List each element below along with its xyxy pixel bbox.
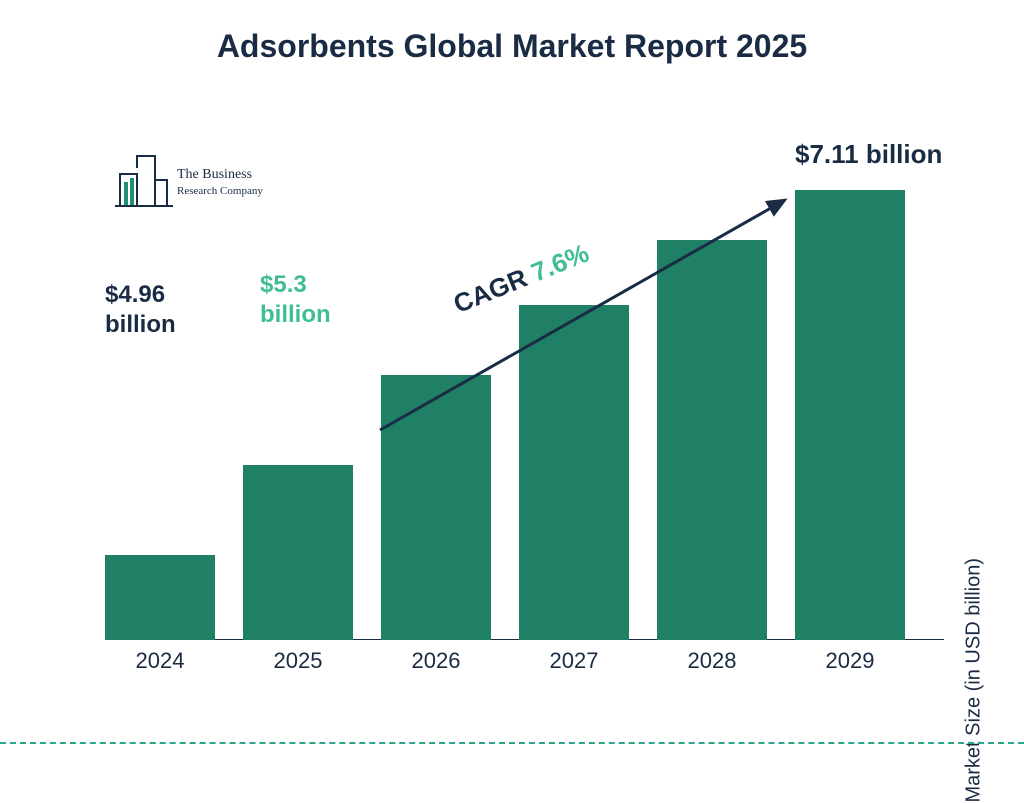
value-label-2029: $7.11 billion [795,138,942,171]
bar-2027 [519,305,629,640]
bar-2024 [105,555,215,640]
bar-2028 [657,240,767,640]
bar-2029 [795,190,905,640]
value-label-2025: $5.3 billion [260,270,331,330]
xlabel-2027: 2027 [519,648,629,674]
xlabel-2026: 2026 [381,648,491,674]
bar-2026 [381,375,491,640]
value-label-2024: $4.96 billion [105,280,176,340]
chart-title: Adsorbents Global Market Report 2025 [0,28,1024,65]
xlabel-2025: 2025 [243,648,353,674]
xlabel-2024: 2024 [105,648,215,674]
bar-2025 [243,465,353,640]
chart-canvas: Adsorbents Global Market Report 2025 The… [0,0,1024,768]
bottom-dashed-line [0,742,1024,744]
xlabel-2028: 2028 [657,648,767,674]
bars-group: $4.96 billion $5.3 billion $7.11 billion… [105,140,944,640]
y-axis-label: Market Size (in USD billion) [963,558,986,803]
xlabel-2029: 2029 [795,648,905,674]
chart-area: $4.96 billion $5.3 billion $7.11 billion… [105,140,944,688]
